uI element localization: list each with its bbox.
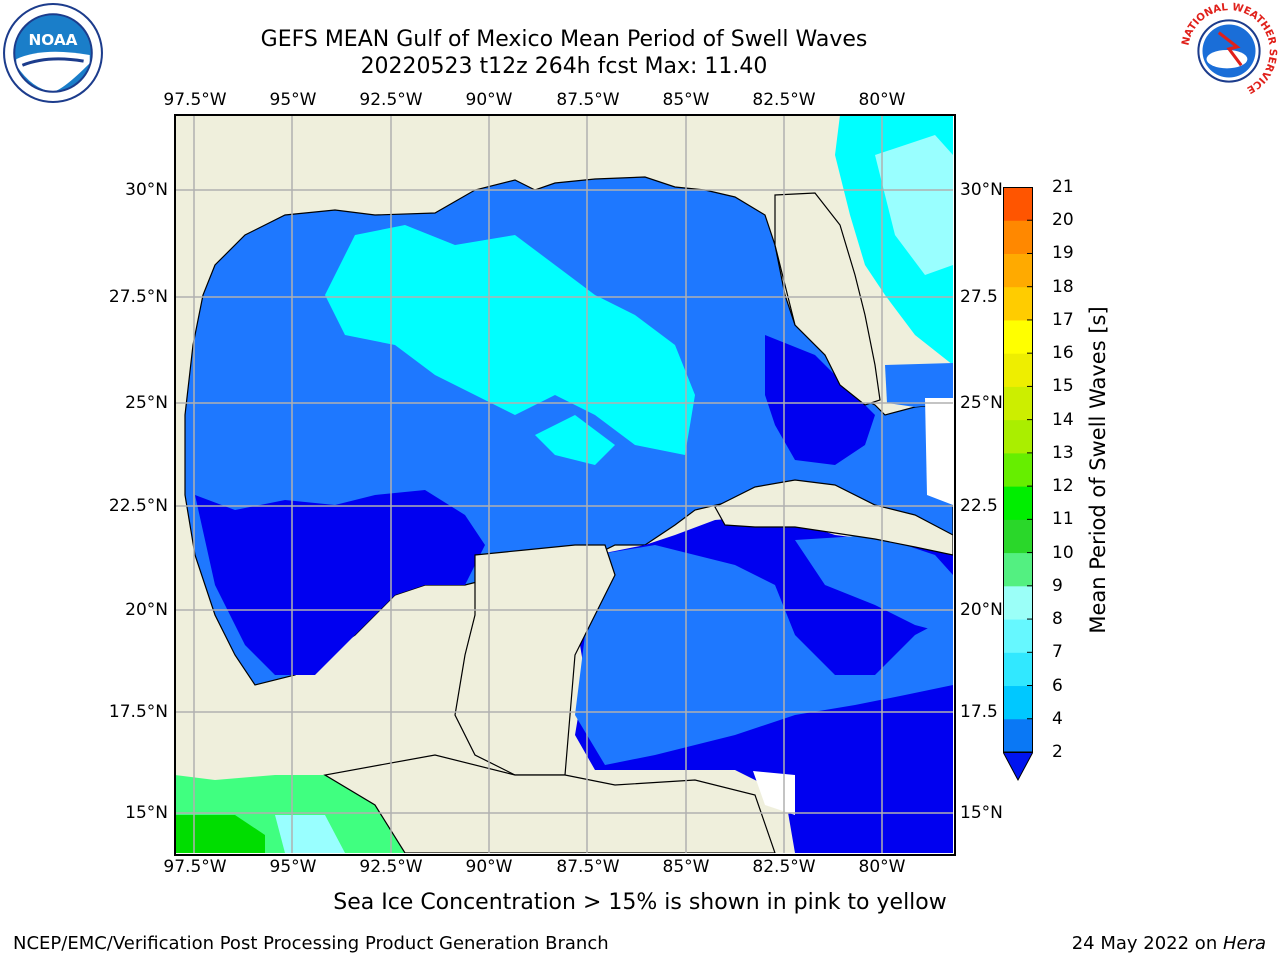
lon-label-top: 82.5°W <box>752 90 816 110</box>
lat-label-left: 15°N <box>125 803 168 823</box>
lat-label-left: 30°N <box>125 180 168 200</box>
lat-label-left: 27.5°N <box>108 287 168 307</box>
chart-title: GEFS MEAN Gulf of Mexico Mean Period of … <box>260 27 868 52</box>
lat-label-left: 25°N <box>125 393 168 413</box>
colorbar-tick-label: 11 <box>1052 509 1074 530</box>
colorbar-segment <box>1003 486 1033 520</box>
colorbar-segment <box>1003 552 1033 587</box>
colorbar-tick-label: 9 <box>1052 575 1063 596</box>
colorbar-segment <box>1003 419 1033 454</box>
lon-label-top: 97.5°W <box>163 90 227 110</box>
colorbar <box>1003 187 1033 782</box>
lat-label-right: 15°N <box>960 803 1003 823</box>
colorbar-frame <box>1003 187 1033 753</box>
svg-text:NOAA: NOAA <box>28 31 77 49</box>
lat-label-right: 17.5 <box>960 702 998 722</box>
colorbar-tick-label: 17 <box>1052 309 1074 330</box>
lon-label-bottom: 95°W <box>269 857 317 877</box>
colorbar-segment <box>1003 353 1033 387</box>
gulf-deep-patch <box>195 490 485 675</box>
colorbar-tick-label: 10 <box>1052 542 1074 563</box>
colorbar-segment <box>1003 286 1033 321</box>
lon-label-bottom: 87.5°W <box>556 857 620 877</box>
swell-period-map <box>175 115 953 853</box>
colorbar-segment <box>1003 253 1033 288</box>
colorbar-segment <box>1003 319 1033 354</box>
colorbar-tick-label: 21 <box>1052 177 1074 197</box>
colorbar-extend <box>1003 751 1033 782</box>
colorbar-segment <box>1003 187 1033 221</box>
sea-ice-note: Sea Ice Concentration > 15% is shown in … <box>333 890 947 915</box>
gulf-cyan-patch <box>325 225 695 455</box>
lon-label-top: 85°W <box>662 90 710 110</box>
lat-label-right: 27.5 <box>960 287 998 307</box>
lon-label-bottom: 85°W <box>662 857 710 877</box>
colorbar-tick-label: 8 <box>1052 609 1063 630</box>
colorbar-segment <box>1003 519 1033 554</box>
colorbar-tick-label: 4 <box>1052 708 1063 729</box>
lon-label-bottom: 97.5°W <box>163 857 227 877</box>
lat-label-right: 20°N <box>960 600 1003 620</box>
colorbar-segment <box>1003 452 1033 487</box>
lon-label-top: 80°W <box>858 90 906 110</box>
colorbar-tick-label: 14 <box>1052 409 1074 430</box>
noaa-logo-icon: NOAA <box>3 3 103 103</box>
colorbar-title: Mean Period of Swell Waves [s] <box>1086 306 1110 634</box>
lon-label-bottom: 90°W <box>465 857 513 877</box>
colorbar-segment <box>1003 718 1033 753</box>
lon-label-top: 95°W <box>269 90 317 110</box>
colorbar-tick-label: 20 <box>1052 210 1074 231</box>
colorbar-tick-label: 2 <box>1052 742 1063 762</box>
colorbar-tick-label: 13 <box>1052 442 1074 463</box>
lat-label-left: 17.5°N <box>108 702 168 722</box>
chart-subtitle: 20220523 t12z 264h fcst Max: 11.40 <box>360 54 768 79</box>
colorbar-tick-label: 12 <box>1052 476 1074 497</box>
colorbar-tick-label: 18 <box>1052 276 1074 297</box>
colorbar-segment <box>1003 220 1033 254</box>
map-gridlines <box>175 115 953 853</box>
yucatan-land <box>454 544 616 776</box>
lon-label-bottom: 92.5°W <box>359 857 423 877</box>
colorbar-segment <box>1003 652 1033 687</box>
colorbar-segment <box>1003 619 1033 653</box>
colorbar-tick-label: 19 <box>1052 243 1074 264</box>
central-america-land <box>323 754 776 853</box>
colorbar-tick-label: 16 <box>1052 343 1074 364</box>
lat-label-right: 30°N <box>960 180 1003 200</box>
nws-logo-icon: NATIONAL WEATHER SERVICE <box>1181 2 1278 99</box>
producer-credit: NCEP/EMC/Verification Post Processing Pr… <box>13 933 609 954</box>
colorbar-segment <box>1003 585 1033 620</box>
lon-label-top: 90°W <box>465 90 513 110</box>
lat-label-left: 22.5°N <box>108 496 168 516</box>
lon-label-top: 87.5°W <box>556 90 620 110</box>
colorbar-tick-label: 15 <box>1052 376 1074 397</box>
cuba-land <box>714 479 953 556</box>
lat-label-left: 20°N <box>125 600 168 620</box>
lat-label-right: 25°N <box>960 393 1003 413</box>
lon-label-bottom: 80°W <box>858 857 906 877</box>
colorbar-tick-label: 7 <box>1052 642 1063 663</box>
lon-label-top: 92.5°W <box>359 90 423 110</box>
run-date-credit: 24 May 2022 on Hera <box>1071 933 1266 954</box>
lon-label-bottom: 82.5°W <box>752 857 816 877</box>
lat-label-right: 22.5 <box>960 496 998 516</box>
missing-data <box>925 398 953 505</box>
colorbar-segment <box>1003 685 1033 720</box>
colorbar-segment <box>1003 386 1033 421</box>
colorbar-tick-label: 6 <box>1052 675 1063 696</box>
